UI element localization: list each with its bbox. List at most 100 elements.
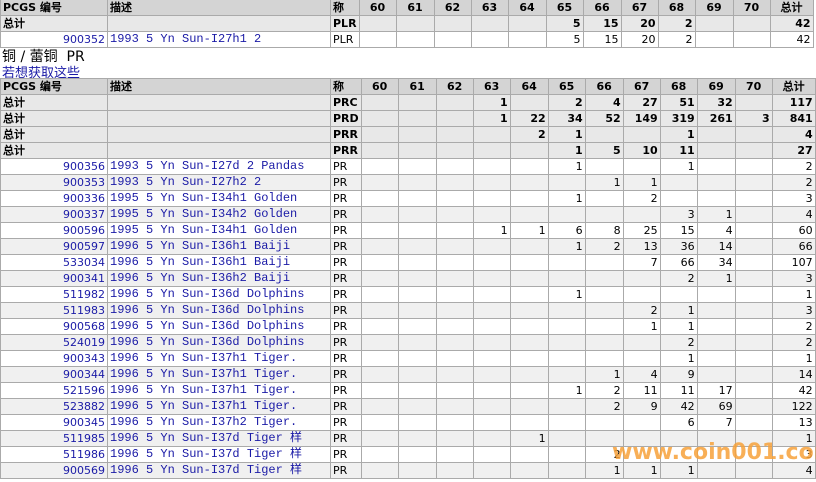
pcgs-number[interactable]: 533034 bbox=[0, 254, 108, 271]
header-cell: 63 bbox=[472, 78, 511, 95]
grade-count: 2 bbox=[657, 15, 696, 32]
data-row: 900341 1996 5 Yn Sun-I36h2 Baiji PR 2 1 3 bbox=[0, 270, 816, 287]
data-row: 511983 1996 5 Yn Sun-I36d Dolphins PR 2 1 3 bbox=[0, 302, 816, 319]
designation: PLR bbox=[330, 15, 360, 32]
description[interactable]: 1996 5 Yn Sun-I37h1 Tiger. bbox=[107, 398, 331, 415]
description[interactable]: 1996 5 Yn Sun-I37d Tiger 样 bbox=[107, 462, 331, 479]
grade-count: 20 bbox=[620, 31, 659, 48]
grade-count bbox=[472, 350, 511, 367]
pcgs-number[interactable]: 511982 bbox=[0, 286, 108, 303]
pcgs-number[interactable]: 521596 bbox=[0, 382, 108, 399]
pcgs-number[interactable]: 900596 bbox=[0, 222, 108, 239]
grade-count bbox=[547, 430, 586, 447]
grade-count: 34 bbox=[547, 110, 586, 127]
pcgs-number[interactable]: 511986 bbox=[0, 446, 108, 463]
pcgs-number[interactable]: 900569 bbox=[0, 462, 108, 479]
row-total: 107 bbox=[771, 254, 816, 271]
grade-count: 1 bbox=[547, 158, 586, 175]
description[interactable]: 1996 5 Yn Sun-I37h1 Tiger. bbox=[107, 366, 331, 383]
data-row: 523882 1996 5 Yn Sun-I37h1 Tiger. PR 2 9 42 69… bbox=[0, 398, 816, 415]
grade-count bbox=[734, 270, 773, 287]
grade-count: 32 bbox=[696, 94, 736, 111]
description[interactable]: 1996 5 Yn Sun-I36d Dolphins bbox=[107, 302, 331, 319]
pcgs-number[interactable]: 900337 bbox=[0, 206, 108, 223]
header-cell: 描述 bbox=[107, 78, 331, 95]
link[interactable]: 若想获取这些 bbox=[2, 66, 81, 81]
pcgs-number[interactable]: 900341 bbox=[0, 270, 108, 287]
header-cell: 61 bbox=[395, 0, 435, 16]
description[interactable]: 1993 5 Yn Sun-I27h1 2 bbox=[107, 31, 331, 48]
description[interactable]: 1996 5 Yn Sun-I36d Dolphins bbox=[107, 334, 331, 351]
grade-count bbox=[358, 31, 397, 48]
pcgs-number[interactable]: 900336 bbox=[0, 190, 108, 207]
header-cell: 总计 bbox=[769, 0, 814, 16]
description[interactable]: 1996 5 Yn Sun-I37d Tiger 样 bbox=[107, 446, 331, 463]
grade-count bbox=[435, 174, 474, 191]
grade-count: 14 bbox=[696, 238, 736, 255]
grade-count bbox=[509, 382, 549, 399]
grade-count bbox=[509, 398, 549, 415]
description[interactable]: 1996 5 Yn Sun-I36h1 Baiji bbox=[107, 238, 331, 255]
pcgs-number[interactable]: 900343 bbox=[0, 350, 108, 367]
description[interactable]: 1995 5 Yn Sun-I34h2 Golden bbox=[107, 206, 331, 223]
grade-count: 17 bbox=[696, 382, 736, 399]
description bbox=[107, 110, 331, 127]
description[interactable]: 1996 5 Yn Sun-I36h2 Baiji bbox=[107, 270, 331, 287]
grade-count bbox=[547, 318, 586, 335]
pcgs-number[interactable]: 900353 bbox=[0, 174, 108, 191]
description[interactable]: 1996 5 Yn Sun-I37h1 Tiger. bbox=[107, 382, 331, 399]
grade-count bbox=[435, 414, 474, 431]
data-row: 900356 1993 5 Yn Sun-I27d 2 Pandas PR 1 1 2 bbox=[0, 158, 816, 175]
grade-count bbox=[395, 15, 435, 32]
grade-count bbox=[360, 414, 399, 431]
description[interactable]: 1996 5 Yn Sun-I36d Dolphins bbox=[107, 286, 331, 303]
pcgs-number[interactable]: 900344 bbox=[0, 366, 108, 383]
grade-count: 11 bbox=[659, 142, 698, 159]
pcgs-number[interactable]: 900345 bbox=[0, 414, 108, 431]
pcgs-number[interactable]: 511985 bbox=[0, 430, 108, 447]
grade-count bbox=[472, 142, 511, 159]
header-cell: 69 bbox=[696, 78, 736, 95]
pcgs-number[interactable]: 900356 bbox=[0, 158, 108, 175]
grade-count: 20 bbox=[620, 15, 659, 32]
designation: PR bbox=[330, 430, 362, 447]
grade-count bbox=[734, 158, 773, 175]
pcgs-number[interactable]: 900352 bbox=[0, 31, 108, 48]
pcgs-number[interactable]: 900568 bbox=[0, 318, 108, 335]
grade-count bbox=[734, 382, 773, 399]
description[interactable]: 1996 5 Yn Sun-I37d Tiger 样 bbox=[107, 430, 331, 447]
grade-count: 1 bbox=[659, 126, 698, 143]
grade-count bbox=[696, 350, 736, 367]
grade-count bbox=[360, 254, 399, 271]
grade-count: 1 bbox=[547, 382, 586, 399]
grade-count: 22 bbox=[509, 110, 549, 127]
pcgs-number[interactable]: 511983 bbox=[0, 302, 108, 319]
description[interactable]: 1996 5 Yn Sun-I37h1 Tiger. bbox=[107, 350, 331, 367]
grade-count bbox=[734, 302, 773, 319]
grade-count: 34 bbox=[696, 254, 736, 271]
row-label: 总计 bbox=[0, 110, 108, 127]
row-total: 4 bbox=[771, 206, 816, 223]
description[interactable]: 1993 5 Yn Sun-I27d 2 Pandas bbox=[107, 158, 331, 175]
grade-count: 69 bbox=[696, 398, 736, 415]
grade-count bbox=[472, 126, 511, 143]
grade-count: 9 bbox=[659, 366, 698, 383]
description[interactable]: 1996 5 Yn Sun-I36h1 Baiji bbox=[107, 254, 331, 271]
total-row: 总计 PLR 5 15 20 2 42 bbox=[0, 15, 814, 32]
pcgs-number[interactable]: 900597 bbox=[0, 238, 108, 255]
grade-count: 4 bbox=[696, 222, 736, 239]
grade-count bbox=[433, 31, 472, 48]
description[interactable]: 1996 5 Yn Sun-I36d Dolphins bbox=[107, 318, 331, 335]
description[interactable]: 1993 5 Yn Sun-I27h2 2 bbox=[107, 174, 331, 191]
row-total: 66 bbox=[771, 238, 816, 255]
description bbox=[107, 142, 331, 159]
grade-count: 2 bbox=[622, 302, 661, 319]
grade-count bbox=[659, 174, 698, 191]
pcgs-number[interactable]: 523882 bbox=[0, 398, 108, 415]
description[interactable]: 1995 5 Yn Sun-I34h1 Golden bbox=[107, 222, 331, 239]
description[interactable]: 1996 5 Yn Sun-I37h2 Tiger. bbox=[107, 414, 331, 431]
grade-count bbox=[584, 302, 624, 319]
grade-count: 7 bbox=[622, 254, 661, 271]
pcgs-number[interactable]: 524019 bbox=[0, 334, 108, 351]
description[interactable]: 1995 5 Yn Sun-I34h1 Golden bbox=[107, 190, 331, 207]
